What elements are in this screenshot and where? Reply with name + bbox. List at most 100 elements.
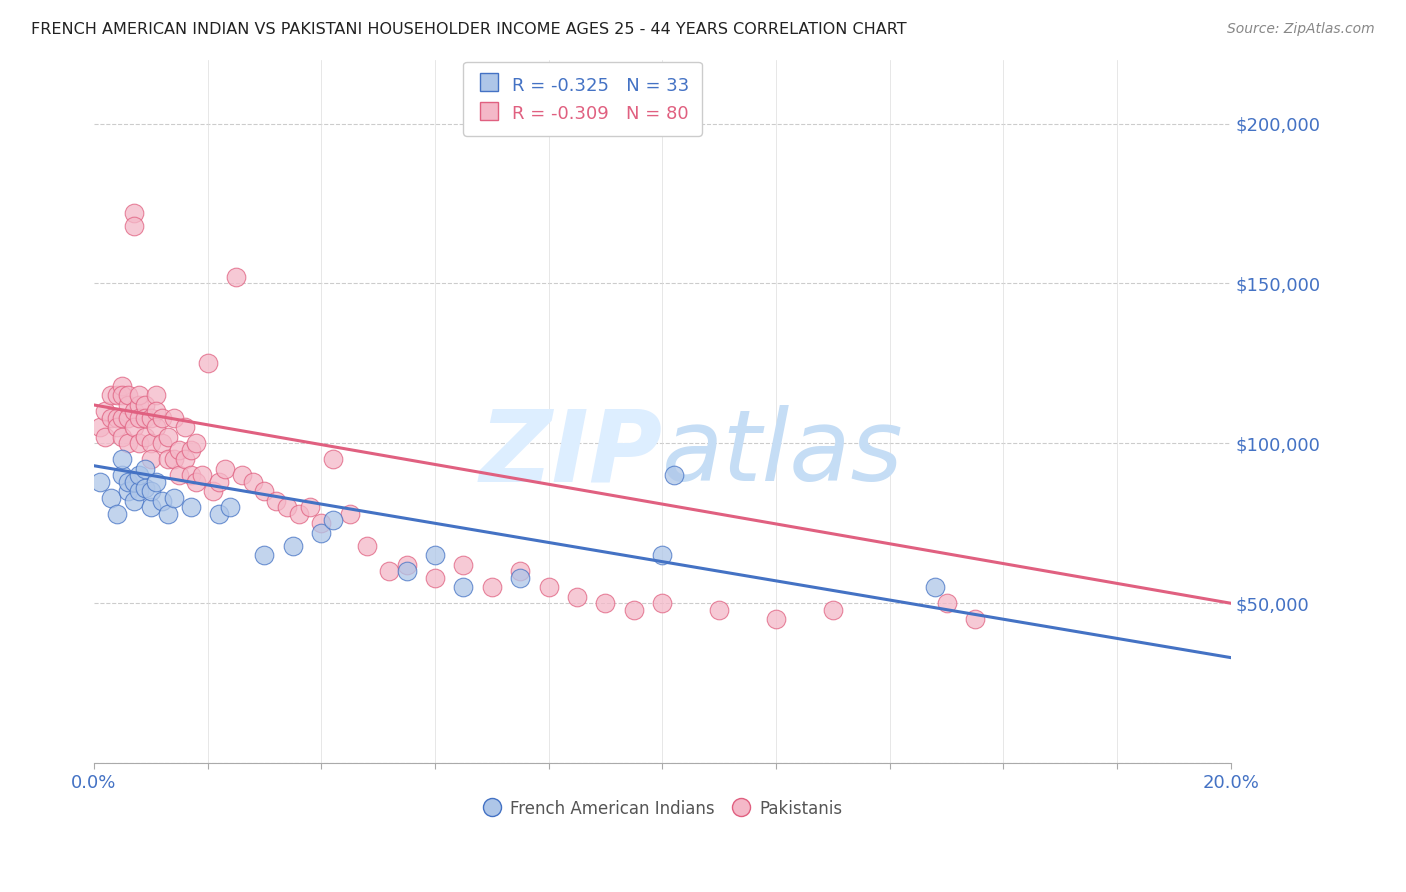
Point [134, 481, 156, 495]
Point [117, 475, 139, 489]
Point [186, 475, 208, 489]
Point [322, 513, 344, 527]
Point [122, 420, 145, 434]
Point [180, 500, 202, 515]
Point [139, 500, 162, 515]
Point [139, 484, 162, 499]
Point [128, 468, 150, 483]
Point [214, 462, 236, 476]
Point [281, 539, 304, 553]
Point [134, 430, 156, 444]
Point [173, 420, 195, 434]
Point [509, 571, 531, 585]
Point [150, 494, 173, 508]
Point [117, 484, 139, 499]
Point [264, 494, 287, 508]
Point [89, 475, 111, 489]
Point [162, 491, 184, 505]
Point [287, 507, 309, 521]
Point [128, 484, 150, 499]
Point [651, 548, 673, 562]
Point [197, 356, 219, 370]
Point [423, 571, 446, 585]
Point [423, 548, 446, 562]
Point [105, 420, 128, 434]
Point [94, 430, 117, 444]
Point [595, 596, 617, 610]
Point [145, 404, 167, 418]
Point [111, 410, 134, 425]
Point [322, 452, 344, 467]
Point [100, 388, 122, 402]
Point [150, 410, 173, 425]
Point [924, 580, 946, 594]
Point [128, 388, 150, 402]
Point [156, 507, 179, 521]
Point [134, 398, 156, 412]
Text: ZIP: ZIP [479, 405, 662, 502]
Point [481, 580, 503, 594]
Point [395, 564, 418, 578]
Point [145, 475, 167, 489]
Point [202, 484, 225, 499]
Point [150, 436, 173, 450]
Point [821, 602, 844, 616]
Point [623, 602, 645, 616]
Point [122, 494, 145, 508]
Point [128, 436, 150, 450]
Point [356, 539, 378, 553]
Point [100, 410, 122, 425]
Point [311, 525, 333, 540]
Point [134, 462, 156, 476]
Point [963, 612, 986, 626]
Point [105, 410, 128, 425]
Point [765, 612, 787, 626]
Point [378, 564, 401, 578]
Point [242, 475, 264, 489]
Point [707, 602, 730, 616]
Text: atlas: atlas [662, 405, 904, 502]
Point [651, 596, 673, 610]
Point [162, 452, 184, 467]
Point [134, 410, 156, 425]
Point [111, 378, 134, 392]
Point [208, 507, 231, 521]
Point [111, 430, 134, 444]
Point [225, 270, 247, 285]
Point [122, 206, 145, 220]
Point [186, 436, 208, 450]
Point [117, 398, 139, 412]
Point [453, 580, 475, 594]
Point [128, 410, 150, 425]
Point [180, 442, 202, 457]
Point [253, 484, 276, 499]
Point [537, 580, 560, 594]
Text: Source: ZipAtlas.com: Source: ZipAtlas.com [1227, 22, 1375, 37]
Point [453, 558, 475, 572]
Point [117, 436, 139, 450]
Point [122, 475, 145, 489]
Point [311, 516, 333, 531]
Point [395, 558, 418, 572]
Point [167, 442, 190, 457]
Point [219, 500, 242, 515]
Point [122, 219, 145, 233]
Point [156, 452, 179, 467]
Point [139, 436, 162, 450]
Text: FRENCH AMERICAN INDIAN VS PAKISTANI HOUSEHOLDER INCOME AGES 25 - 44 YEARS CORREL: FRENCH AMERICAN INDIAN VS PAKISTANI HOUS… [31, 22, 907, 37]
Point [111, 452, 134, 467]
Point [94, 404, 117, 418]
Point [105, 388, 128, 402]
Point [173, 452, 195, 467]
Point [167, 468, 190, 483]
Point [276, 500, 298, 515]
Point [100, 491, 122, 505]
Point [662, 468, 685, 483]
Point [191, 468, 214, 483]
Point [139, 410, 162, 425]
Point [565, 590, 588, 604]
Point [231, 468, 253, 483]
Point [339, 507, 361, 521]
Point [180, 468, 202, 483]
Point [117, 410, 139, 425]
